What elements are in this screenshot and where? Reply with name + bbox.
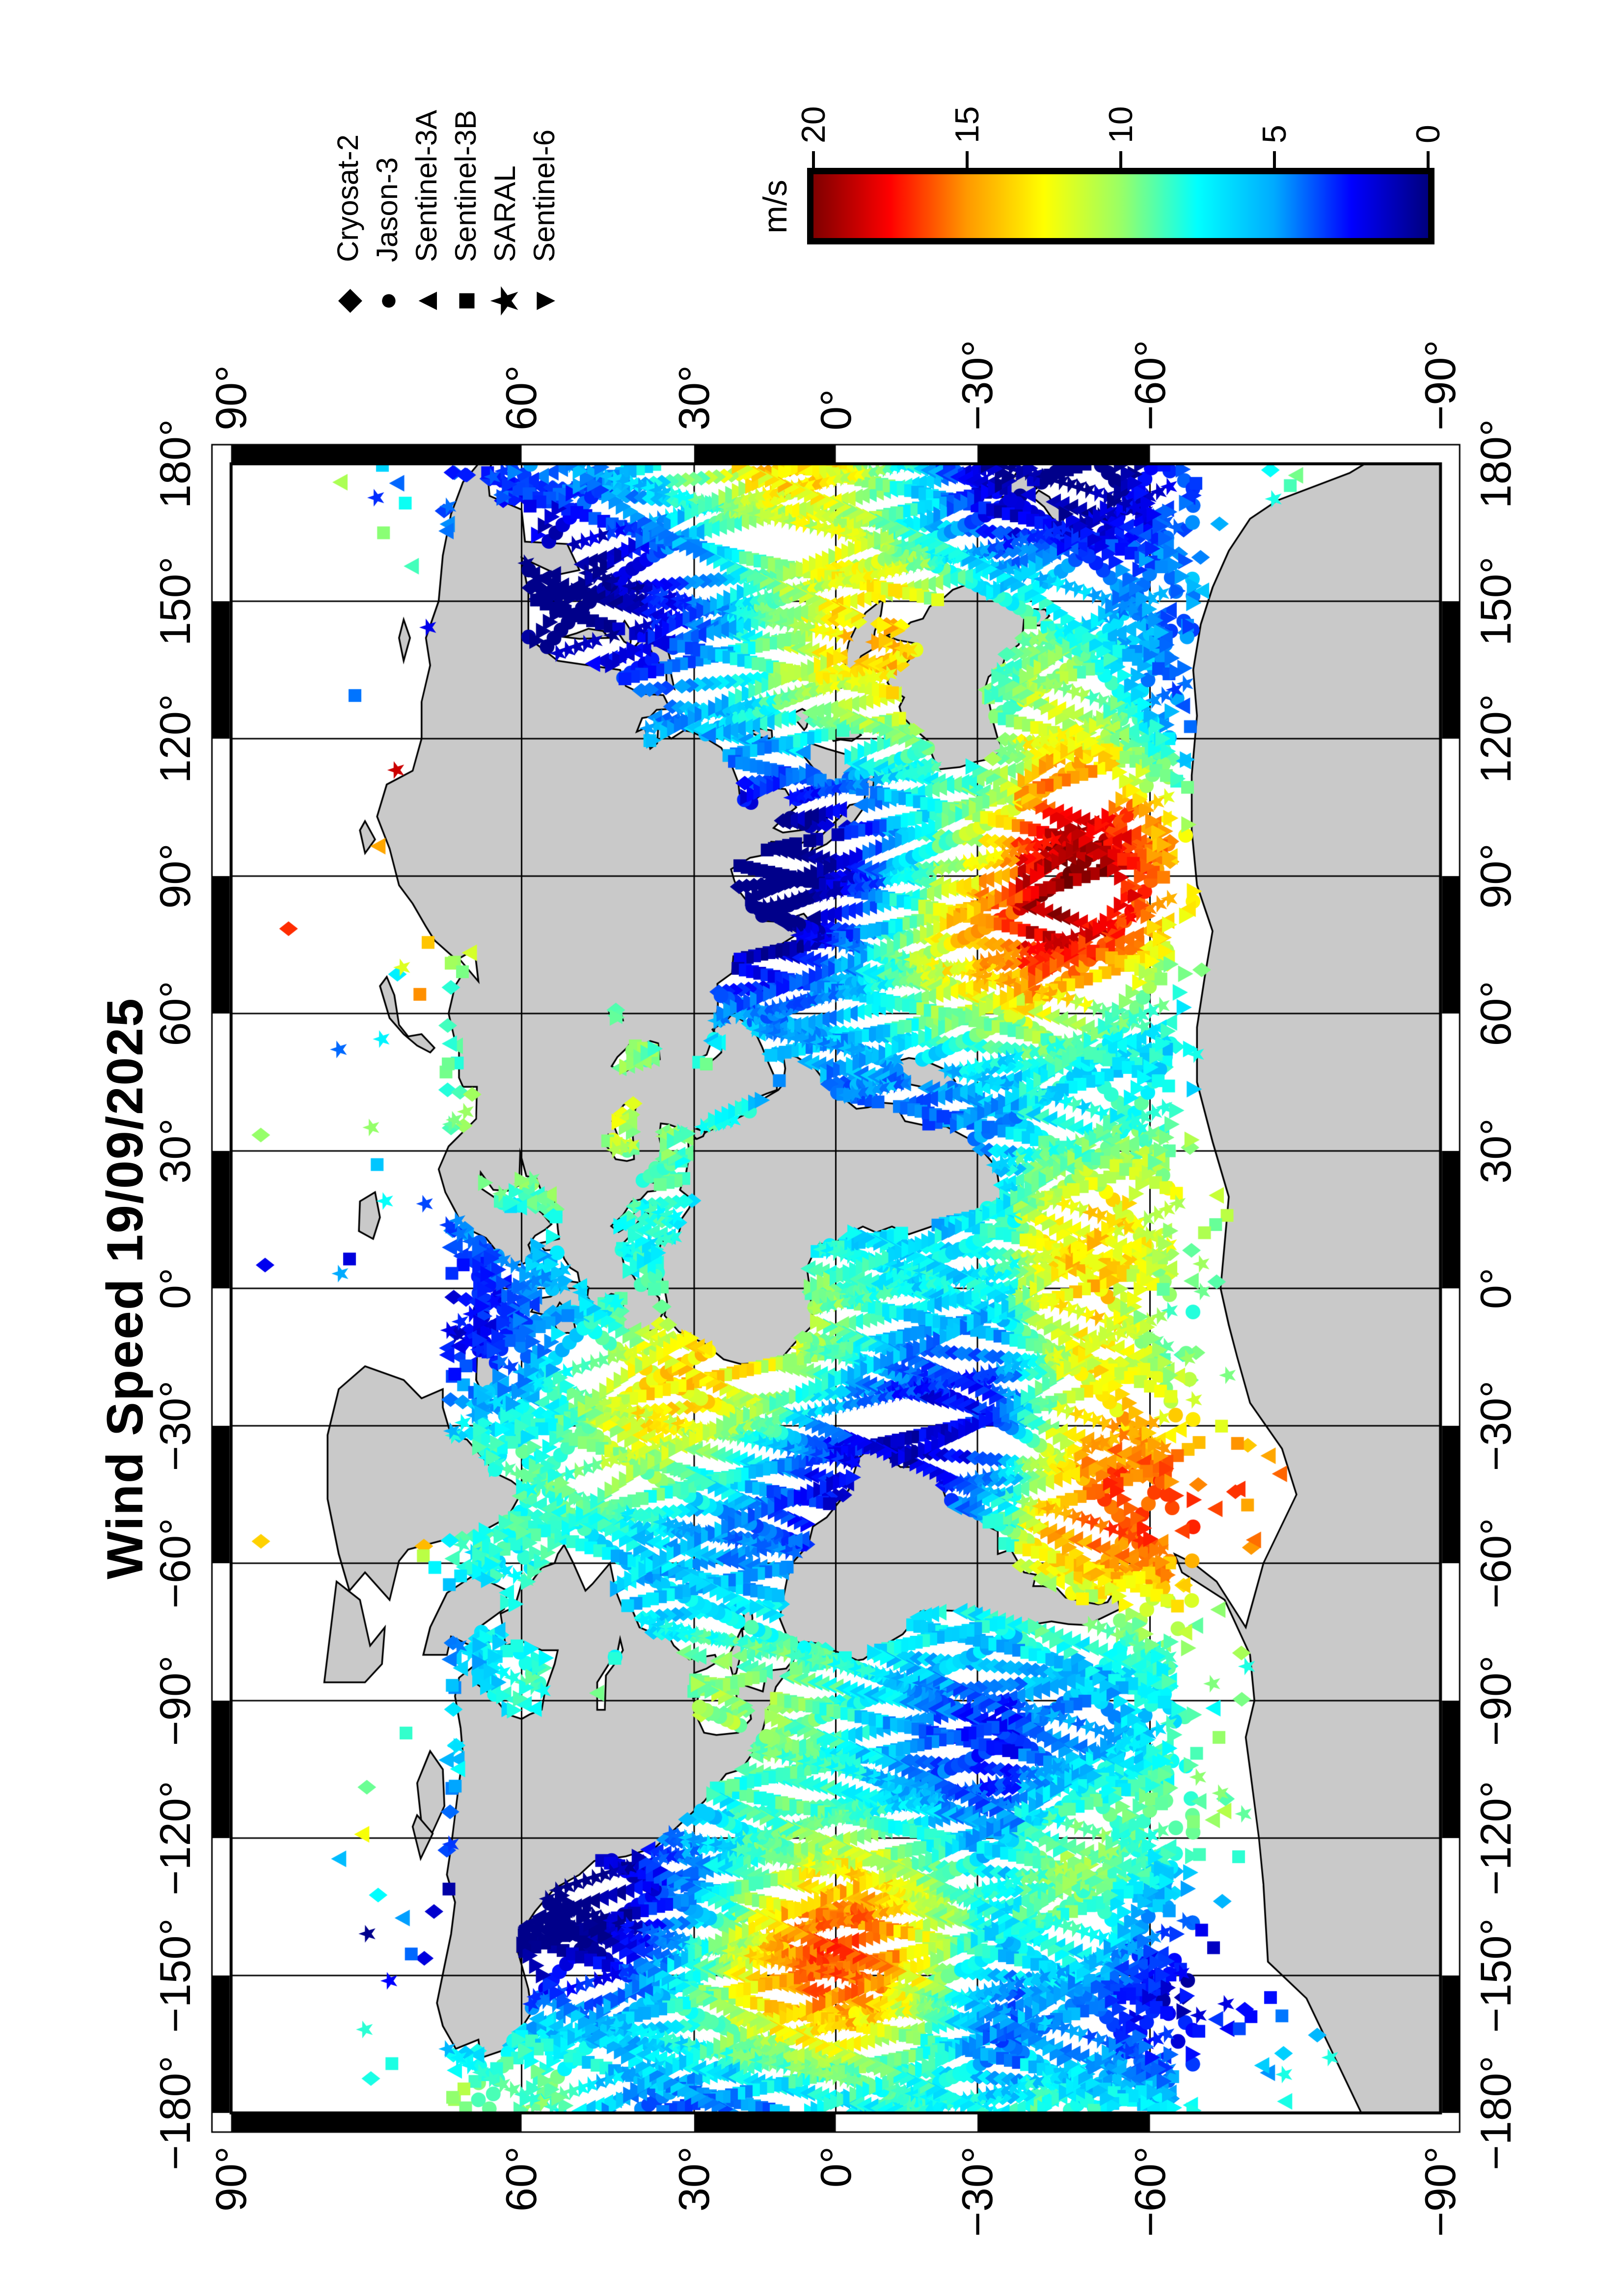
legend-item-sentinel-3b: ■ Sentinel-3B (446, 110, 485, 328)
lon-tick-label: −90° (1471, 1655, 1520, 1746)
lon-tick-label: 150° (1471, 556, 1520, 646)
colorbar-tick (812, 151, 815, 168)
satellite-legend: ◆ Cryosat-2 ● Jason-3 ▲ Sentinel-3A ■ Sentinel-… (328, 110, 564, 328)
triangle-up-icon: ▲ (408, 285, 444, 317)
lat-tick-label: 30° (669, 2146, 718, 2212)
square-icon: ■ (448, 291, 483, 311)
lon-tick-label: 180° (1471, 419, 1520, 509)
lon-tick-label: −150° (1471, 1918, 1520, 2033)
colorbar-tick (1273, 151, 1276, 168)
legend-item-jason-3: ● Jason-3 (367, 110, 406, 328)
colorbar-tick-label: 15 (948, 106, 986, 143)
lat-tick-label: −90° (1416, 2146, 1465, 2237)
star-icon: ★ (483, 284, 526, 318)
lat-tick-label: 60° (497, 2146, 546, 2212)
lon-tick-label: 90° (1471, 843, 1520, 909)
legend-item-label: Jason-3 (370, 157, 404, 262)
lat-tick-label: −30° (953, 2146, 1002, 2237)
legend-item-sentinel-6: ▼ Sentinel-6 (524, 110, 564, 328)
lon-tick-label: 120° (150, 694, 199, 784)
colorbar-gradient (807, 168, 1434, 244)
lat-tick-label: −30° (953, 340, 1002, 430)
lat-tick-label: 90° (206, 365, 255, 430)
lon-tick-label: −180° (150, 2056, 199, 2170)
triangle-down-icon: ▼ (526, 285, 562, 317)
lon-tick-label: −60° (150, 1518, 199, 1609)
legend-item-label: SARAL (488, 165, 521, 262)
legend-item-sentinel-3a: ▲ Sentinel-3A (406, 110, 446, 328)
legend-item-saral: ★ SARAL (483, 110, 526, 328)
lat-tick-label: 30° (669, 365, 718, 430)
colorbar-tick-label: 5 (1256, 125, 1293, 143)
lon-tick-label: 30° (1471, 1118, 1520, 1184)
lat-tick-label: 60° (497, 365, 546, 430)
colorbar-tick-label: 10 (1102, 106, 1139, 143)
colorbar-tick (966, 151, 969, 168)
lon-tick-label: −120° (150, 1781, 199, 1896)
legend-item-label: Sentinel-3B (449, 109, 482, 262)
legend-item-cryosat-2: ◆ Cryosat-2 (328, 110, 367, 328)
legend-item-label: Sentinel-3A (409, 109, 443, 262)
lon-tick-label: 0° (1471, 1267, 1520, 1309)
diamond-icon: ◆ (330, 289, 365, 313)
colorbar-tick (1119, 151, 1122, 168)
lon-tick-label: −180° (1471, 2056, 1520, 2170)
page-title: Wind Speed 19/09/2025 (97, 997, 154, 1579)
circle-icon: ● (369, 291, 405, 311)
colorbar-tick-label: 20 (795, 106, 832, 143)
lat-tick-label: −60° (1125, 340, 1174, 430)
colorbar-tick (1427, 151, 1430, 168)
lat-tick-label: 0° (811, 2146, 860, 2188)
legend-item-label: Cryosat-2 (331, 134, 364, 262)
colorbar-tick-label: 0 (1409, 125, 1447, 143)
lon-tick-label: 150° (150, 556, 199, 646)
lat-tick-label: 0° (811, 389, 860, 430)
lon-tick-label: 30° (150, 1118, 199, 1184)
lon-tick-label: −120° (1471, 1781, 1520, 1896)
lon-tick-label: 0° (150, 1267, 199, 1309)
lon-tick-label: −150° (150, 1918, 199, 2033)
lon-tick-label: −60° (1471, 1518, 1520, 1609)
lon-tick-label: 60° (1471, 981, 1520, 1046)
colorbar-units-label: m/s (757, 180, 794, 234)
lat-tick-label: −90° (1416, 340, 1465, 430)
legend-item-label: Sentinel-6 (527, 129, 561, 262)
lon-tick-label: 180° (150, 419, 199, 509)
lon-tick-label: −30° (1471, 1380, 1520, 1471)
lon-tick-label: 90° (150, 843, 199, 909)
lon-tick-label: −90° (150, 1655, 199, 1746)
lat-tick-label: 90° (206, 2146, 255, 2212)
lon-tick-label: −30° (150, 1380, 199, 1471)
lon-tick-label: 120° (1471, 694, 1520, 784)
lat-tick-label: −60° (1125, 2146, 1174, 2237)
lon-tick-label: 60° (150, 981, 199, 1046)
